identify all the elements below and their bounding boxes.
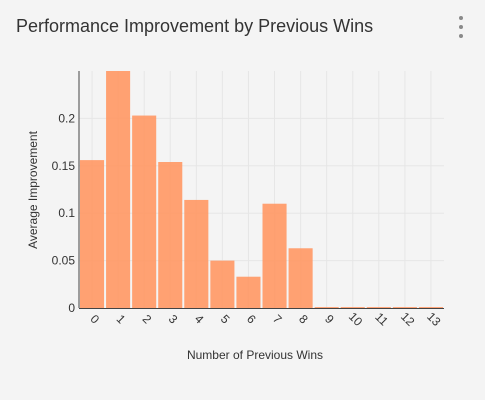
bar[interactable] [184,199,209,308]
y-tick-labels: 0 0.05 0.1 0.15 0.2 [52,111,76,315]
bars [80,71,443,308]
x-tick-label: 6 [244,312,259,327]
menu-dot [459,16,463,20]
x-tick-label: 4 [192,312,207,327]
bar[interactable] [210,260,235,308]
x-tick-label: 0 [88,312,103,327]
bar[interactable] [340,307,365,308]
menu-dot [459,34,463,38]
bar[interactable] [418,307,443,308]
more-vertical-icon[interactable] [452,16,470,38]
axes [78,71,444,309]
bar[interactable] [80,160,105,308]
x-tick-label: 3 [166,312,181,327]
y-tick-label: 0.05 [52,254,76,268]
y-tick-label: 0.1 [58,206,75,220]
x-tick-labels: 0 1 2 3 4 5 6 7 8 9 10 11 12 13 [88,309,444,329]
bar[interactable] [392,307,417,308]
x-tick-label: 12 [398,309,418,329]
menu-dot [459,25,463,29]
x-tick-label: 11 [372,310,391,329]
y-axis-label: Average Improvement [26,130,40,249]
x-axis-label: Number of Previous Wins [187,348,323,362]
bar[interactable] [106,71,131,308]
bar[interactable] [314,307,339,308]
bar[interactable] [236,276,261,308]
bar[interactable] [262,203,287,308]
x-tick-label: 13 [424,309,444,329]
x-tick-label: 7 [270,312,285,327]
x-tick-label: 5 [218,312,233,327]
bar[interactable] [366,307,391,308]
x-tick-label: 1 [114,312,129,327]
bar[interactable] [288,248,313,308]
x-tick-label: 2 [140,312,155,327]
x-tick-label: 10 [346,309,366,329]
y-tick-label: 0.15 [52,159,76,173]
chart-title: Performance Improvement by Previous Wins [16,16,374,36]
bar[interactable] [158,162,183,308]
x-tick-label: 9 [322,312,337,327]
x-tick-label: 8 [296,312,311,327]
y-tick-label: 0 [68,301,75,315]
y-tick-label: 0.2 [58,111,75,125]
bar[interactable] [132,115,157,308]
